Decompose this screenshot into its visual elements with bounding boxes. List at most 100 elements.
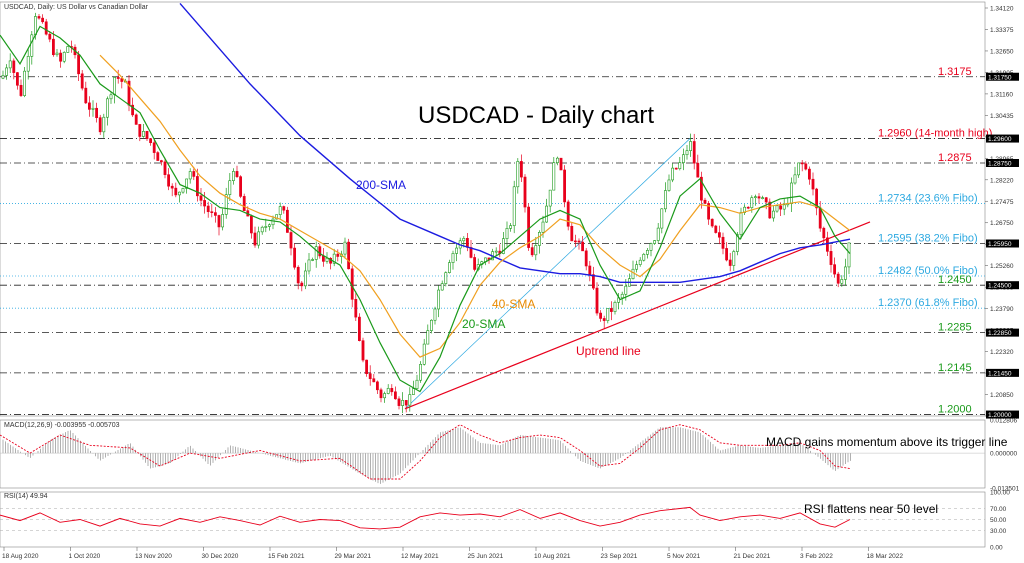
candle-body: [84, 87, 88, 104]
candle-body: [462, 238, 466, 242]
candle-body: [156, 152, 160, 161]
candle-body: [606, 308, 610, 321]
candle-body: [689, 141, 693, 151]
candle-body: [638, 259, 642, 265]
rsi-panel: 100.00 70.00 50.00 30.00 0.00: [0, 490, 1010, 552]
candle-body: [178, 191, 181, 196]
candle-body: [23, 70, 27, 96]
candle-body: [804, 163, 808, 170]
candle-body: [433, 308, 437, 321]
candle-body: [386, 388, 390, 394]
uptrend-label: Uptrend line: [576, 344, 641, 358]
candle-body: [631, 268, 635, 279]
level-label: 1.3175: [938, 66, 972, 78]
candle-body: [12, 60, 16, 73]
candle-body: [426, 330, 430, 345]
candle-body: [235, 171, 239, 177]
price-tag-box: [986, 72, 1019, 81]
candle-body: [260, 226, 264, 233]
level-label: 1.2734 (23.6% Fibo): [878, 193, 978, 205]
candle-body: [519, 161, 523, 178]
date-tick-label: 21 Dec 2021: [734, 553, 771, 560]
candle-body: [735, 234, 739, 252]
rsi-tick-label: 0.00: [990, 545, 1003, 552]
candle-body: [404, 400, 408, 406]
rsi-line: [0, 506, 851, 530]
candle-body: [253, 232, 257, 246]
candle-body: [365, 359, 369, 374]
candle-body: [152, 142, 156, 153]
candle-body: [160, 160, 163, 163]
panel-frame: [0, 419, 986, 489]
candle-body: [271, 218, 275, 226]
price-tag-box: [986, 328, 1019, 337]
candle-body: [77, 54, 81, 75]
macd-header: MACD(12,26,9) -0.003955 -0.005703: [4, 422, 120, 429]
date-tick-label: 25 Jun 2021: [468, 553, 504, 560]
date-tick-label: 12 May 2021: [401, 553, 439, 560]
candle-body: [444, 272, 448, 284]
candle-body: [505, 228, 509, 239]
candle-body: [343, 241, 347, 255]
candle-body: [681, 154, 685, 163]
candle-body: [44, 21, 48, 35]
candle-body: [725, 248, 729, 261]
candle-body: [408, 394, 412, 406]
candle-body: [732, 251, 736, 266]
candle-body: [573, 240, 577, 243]
price-tick-label: 1.26750: [990, 220, 1014, 227]
candle-body: [318, 246, 322, 257]
candle-body: [509, 225, 513, 229]
date-tick-label: 15 Feb 2021: [268, 553, 305, 560]
price-tick-label: 1.30435: [990, 113, 1014, 120]
level-label: 1.2000: [938, 404, 972, 416]
sma40-line: [99, 54, 851, 358]
macd-signal-line: [0, 424, 851, 480]
channel-line: [404, 138, 691, 410]
candle-body: [62, 52, 66, 62]
candle-body: [134, 114, 138, 125]
series-layer: [0, 2, 871, 414]
candle-body: [300, 282, 304, 287]
level-label: 1.2285: [938, 322, 972, 334]
candle-body: [800, 162, 804, 165]
candle-body: [465, 238, 469, 248]
sma20-label: 20-SMA: [462, 317, 505, 331]
candle-body: [653, 240, 657, 244]
candle-body: [257, 231, 261, 246]
candle-body: [357, 316, 361, 341]
rsi-annotation: RSI flattens near 50 level: [804, 502, 938, 516]
candle-body: [285, 209, 289, 233]
candle-body: [447, 262, 451, 273]
candle-body: [721, 236, 725, 249]
candle-body: [530, 247, 534, 256]
candle-body: [167, 174, 171, 187]
candle-body: [174, 187, 178, 196]
candle-body: [451, 253, 455, 263]
candle-body: [797, 162, 801, 176]
candle-body: [289, 232, 293, 249]
level-label: 1.2595 (38.2% Fibo): [878, 233, 978, 245]
candle-body: [102, 116, 106, 133]
candle-body: [757, 196, 761, 199]
candle-body: [591, 274, 595, 289]
candle-body: [753, 196, 757, 198]
candle-body: [545, 205, 549, 223]
price-tick-label: 1.33375: [990, 27, 1014, 34]
candle-body: [199, 195, 203, 201]
candle-body: [372, 378, 376, 383]
candle-body: [494, 250, 498, 253]
candle-body: [829, 251, 833, 265]
macd-tick-label: -0.013501: [990, 486, 1020, 493]
candle-body: [375, 381, 379, 391]
candle-body: [714, 225, 718, 233]
candle-body: [512, 186, 516, 226]
candle-body: [192, 171, 196, 177]
candle-body: [728, 259, 732, 266]
candle-body: [649, 243, 653, 251]
candle-body: [275, 214, 279, 220]
candle-body: [95, 107, 99, 119]
time-axis: 18 Aug 2020 1 Oct 2020 13 Nov 2020 30 Dec 2…: [2, 547, 903, 560]
candle-body: [501, 238, 505, 254]
candle-body: [390, 388, 394, 393]
